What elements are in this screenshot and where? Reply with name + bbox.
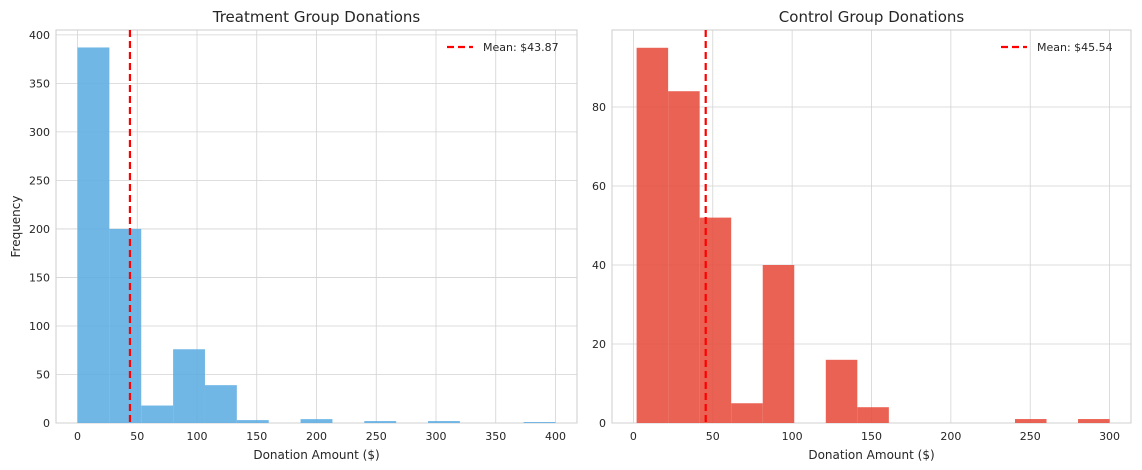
control-y-tick-label: 40 [592, 259, 606, 272]
treatment-histogram-bar [173, 349, 205, 423]
control-y-tick-label: 80 [592, 101, 606, 114]
control-chart-title: Control Group Donations [779, 8, 965, 26]
control-histogram-bar [668, 91, 700, 424]
treatment-x-tick-label: 250 [366, 430, 387, 443]
treatment-histogram-bar [204, 385, 237, 423]
control-x-axis-label: Donation Amount ($) [808, 448, 934, 462]
control-x-tick-label: 0 [630, 430, 637, 443]
treatment-y-tick-label: 50 [36, 368, 50, 381]
control-histogram-panel: 0 50 100 150 200 250 300 0 20 40 60 80 Control Grou… [592, 8, 1132, 462]
treatment-legend: Mean: $43.87 [447, 41, 559, 54]
treatment-x-tick-label: 0 [74, 430, 81, 443]
treatment-legend-label: Mean: $43.87 [483, 41, 559, 54]
treatment-y-tick-label: 150 [29, 271, 50, 284]
control-x-tick-label: 150 [861, 430, 882, 443]
control-histogram-bar [825, 359, 858, 423]
treatment-histogram-bar [109, 228, 142, 423]
treatment-y-tick-label: 300 [29, 126, 50, 139]
control-x-tick-label: 100 [782, 430, 803, 443]
treatment-x-tick-label: 300 [425, 430, 446, 443]
treatment-x-tick-label: 50 [130, 430, 144, 443]
treatment-histogram-bar [141, 405, 174, 423]
control-legend-label: Mean: $45.54 [1037, 41, 1113, 54]
control-histogram-bar [636, 47, 669, 424]
treatment-y-tick-label: 400 [29, 29, 50, 42]
treatment-chart-title: Treatment Group Donations [212, 8, 421, 26]
control-histogram-bar [762, 265, 795, 423]
treatment-y-tick-label: 350 [29, 77, 50, 90]
treatment-histogram-bar [523, 422, 556, 423]
treatment-x-tick-label: 350 [485, 430, 506, 443]
control-histogram-bar [1014, 419, 1047, 423]
control-legend: Mean: $45.54 [1001, 41, 1113, 54]
treatment-histogram-bar [77, 47, 110, 423]
control-histogram-bar [699, 217, 732, 423]
treatment-histogram-panel: 0 50 100 150 200 250 300 350 400 0 50 100 150 200 250 3… [9, 8, 578, 462]
control-histogram-bar [1078, 419, 1110, 423]
treatment-y-tick-label: 250 [29, 174, 50, 187]
treatment-histogram-bar [364, 421, 397, 423]
treatment-y-tick-label: 100 [29, 320, 50, 333]
control-x-tick-label: 50 [706, 430, 720, 443]
treatment-x-tick-label: 200 [306, 430, 327, 443]
treatment-y-axis-label: Frequency [9, 196, 23, 258]
control-x-tick-label: 200 [940, 430, 961, 443]
treatment-y-tick-label: 200 [29, 223, 50, 236]
control-y-tick-label: 20 [592, 338, 606, 351]
control-histogram-bar [731, 403, 763, 423]
control-y-tick-label: 60 [592, 180, 606, 193]
treatment-x-tick-label: 400 [545, 430, 566, 443]
treatment-histogram-bar [236, 420, 269, 423]
control-y-tick-label: 0 [599, 417, 606, 430]
treatment-x-tick-label: 100 [187, 430, 208, 443]
control-x-tick-label: 250 [1020, 430, 1041, 443]
control-histogram-bar [857, 407, 889, 423]
treatment-y-tick-label: 0 [43, 417, 50, 430]
treatment-x-tick-label: 150 [246, 430, 267, 443]
control-x-tick-label: 300 [1099, 430, 1120, 443]
treatment-histogram-bar [428, 421, 460, 423]
treatment-histogram-bar [300, 419, 333, 423]
treatment-x-axis-label: Donation Amount ($) [253, 448, 379, 462]
